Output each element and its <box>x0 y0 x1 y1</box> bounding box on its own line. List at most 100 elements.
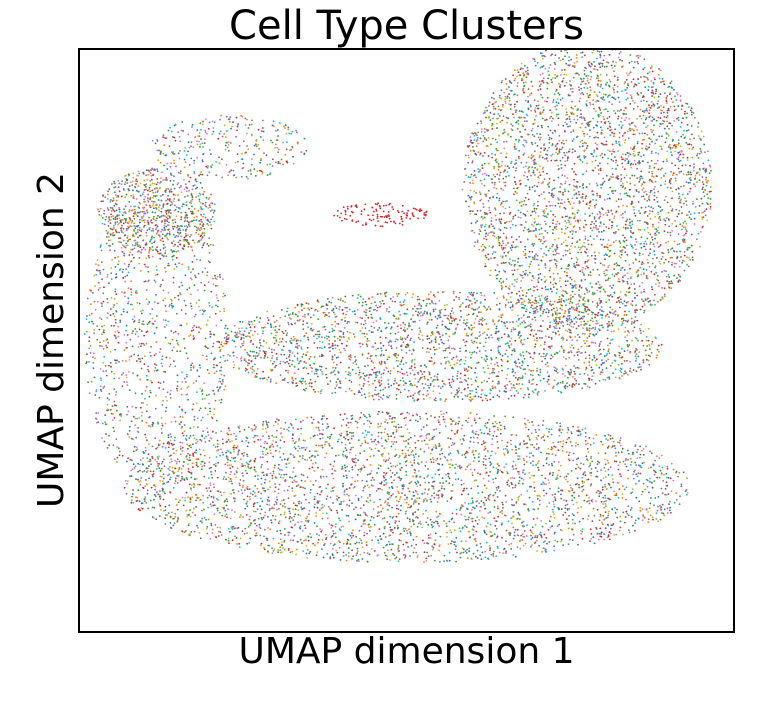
scatter-point <box>586 79 589 82</box>
scatter-point <box>505 140 508 143</box>
scatter-point <box>534 345 536 348</box>
scatter-point <box>648 179 651 182</box>
scatter-point <box>623 168 626 170</box>
scatter-point <box>375 320 378 322</box>
scatter-point <box>387 322 390 325</box>
scatter-point <box>482 332 484 335</box>
scatter-point <box>685 173 688 176</box>
scatter-point <box>684 228 687 231</box>
scatter-point <box>557 197 559 200</box>
scatter-point <box>532 123 535 125</box>
scatter-point <box>541 65 544 68</box>
scatter-point <box>702 186 704 189</box>
scatter-point <box>698 137 701 140</box>
scatter-point <box>639 329 642 332</box>
scatter-point <box>576 118 579 121</box>
scatter-point <box>603 54 606 57</box>
scatter-point <box>503 141 505 143</box>
scatter-point <box>557 117 560 120</box>
scatter-point <box>663 261 665 264</box>
scatter-point <box>516 94 519 97</box>
scatter-point <box>356 309 359 311</box>
scatter-point <box>573 184 575 187</box>
scatter-point <box>506 165 509 168</box>
scatter-point <box>651 70 654 73</box>
scatter-point <box>311 329 314 332</box>
scatter-point <box>252 343 255 345</box>
scatter-point <box>490 96 493 99</box>
scatter-point <box>496 141 498 144</box>
scatter-point <box>528 381 531 384</box>
scatter-point <box>417 304 420 306</box>
scatter-point <box>421 376 423 379</box>
scatter-point <box>434 302 437 305</box>
scatter-point <box>313 362 316 365</box>
scatter-point <box>483 216 486 219</box>
scatter-point <box>548 303 551 305</box>
scatter-point <box>664 172 667 175</box>
scatter-point <box>448 322 451 324</box>
scatter-point <box>477 131 480 134</box>
scatter-point <box>300 348 303 350</box>
scatter-point <box>523 116 526 119</box>
scatter-point <box>494 101 497 103</box>
scatter-point <box>522 67 524 70</box>
scatter-point <box>494 107 497 110</box>
scatter-point <box>684 197 686 200</box>
scatter-point <box>384 321 386 324</box>
scatter-point <box>656 300 659 303</box>
scatter-point <box>334 340 336 342</box>
scatter-point <box>629 71 632 73</box>
scatter-point <box>571 197 574 200</box>
scatter-point <box>627 137 630 140</box>
scatter-point <box>557 382 560 384</box>
scatter-point <box>303 361 306 363</box>
scatter-point <box>578 156 580 159</box>
scatter-point <box>615 168 617 170</box>
scatter-point <box>272 326 275 329</box>
scatter-point <box>483 178 486 181</box>
scatter-point <box>654 228 656 230</box>
scatter-point <box>620 120 622 123</box>
scatter-point <box>625 174 628 177</box>
scatter-point <box>488 336 490 339</box>
scatter-point <box>493 323 496 326</box>
scatter-point <box>643 272 645 275</box>
scatter-point <box>535 333 537 336</box>
scatter-point <box>534 107 537 109</box>
scatter-point <box>537 200 539 203</box>
scatter-point <box>689 181 691 184</box>
scatter-point <box>630 227 633 230</box>
scatter-point <box>670 197 673 200</box>
scatter-point <box>308 358 311 360</box>
scatter-point <box>558 140 561 142</box>
scatter-point <box>632 78 635 81</box>
scatter-point <box>574 308 577 311</box>
scatter-point <box>606 322 609 325</box>
scatter-point <box>646 237 649 240</box>
scatter-point <box>640 298 643 301</box>
scatter-point <box>597 304 599 306</box>
scatter-point <box>633 320 636 323</box>
scatter-point <box>325 367 327 370</box>
scatter-point <box>692 203 694 205</box>
scatter-point <box>575 54 578 56</box>
scatter-point <box>683 251 686 253</box>
scatter-point <box>484 254 487 257</box>
scatter-point <box>622 216 624 219</box>
scatter-point <box>520 274 523 277</box>
scatter-point <box>509 247 512 249</box>
scatter-point <box>538 80 541 83</box>
scatter-point <box>302 323 304 326</box>
scatter-point <box>629 225 632 227</box>
scatter-point <box>531 127 534 130</box>
scatter-point <box>468 156 470 159</box>
scatter-point <box>518 382 520 385</box>
scatter-point <box>535 253 537 256</box>
scatter-point <box>545 246 547 248</box>
umap-scatter-plot <box>78 48 735 633</box>
scatter-point <box>378 379 380 381</box>
scatter-point <box>473 135 476 137</box>
scatter-point <box>374 301 376 304</box>
scatter-point <box>481 164 484 167</box>
